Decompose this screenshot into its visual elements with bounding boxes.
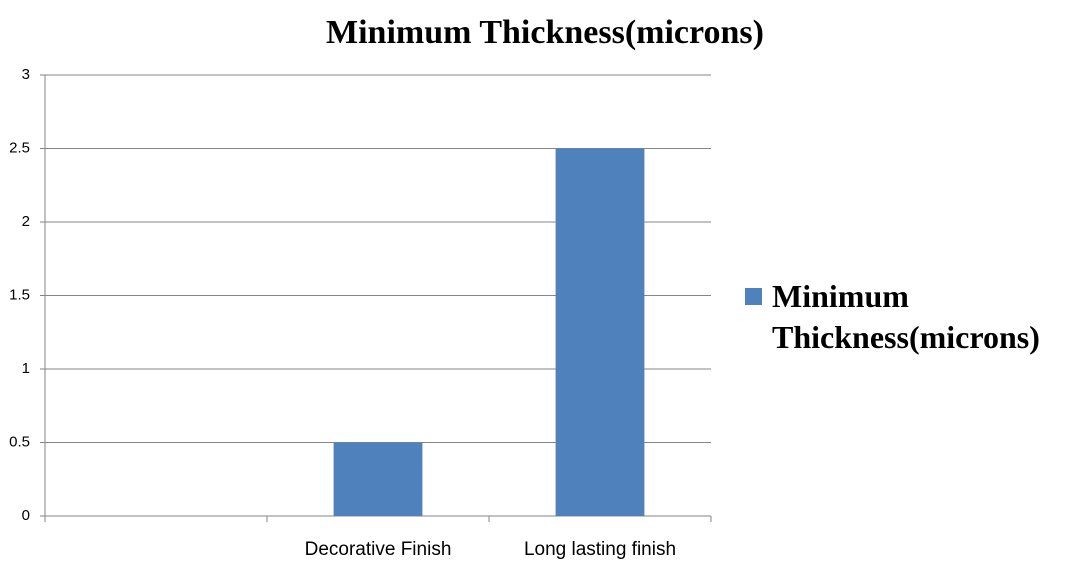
legend-swatch	[745, 288, 762, 305]
bar	[555, 148, 645, 516]
x-tick-label: Decorative Finish	[305, 539, 452, 560]
legend: Minimum Thickness(microns)	[745, 276, 1085, 358]
legend-label: Minimum Thickness(microns)	[772, 278, 1040, 355]
y-tick-label: 2.5	[9, 139, 30, 156]
y-tick-label: 0	[22, 507, 30, 524]
chart-title: Minimum Thickness(microns)	[326, 14, 764, 51]
y-tick-label: 0.5	[9, 433, 30, 450]
y-tick-label: 1.5	[9, 286, 30, 303]
y-tick-label: 3	[22, 66, 30, 83]
x-tick-label: Long lasting finish	[524, 539, 676, 560]
y-tick-label: 1	[22, 360, 30, 377]
bar	[333, 442, 423, 516]
y-tick-label: 2	[22, 213, 30, 230]
